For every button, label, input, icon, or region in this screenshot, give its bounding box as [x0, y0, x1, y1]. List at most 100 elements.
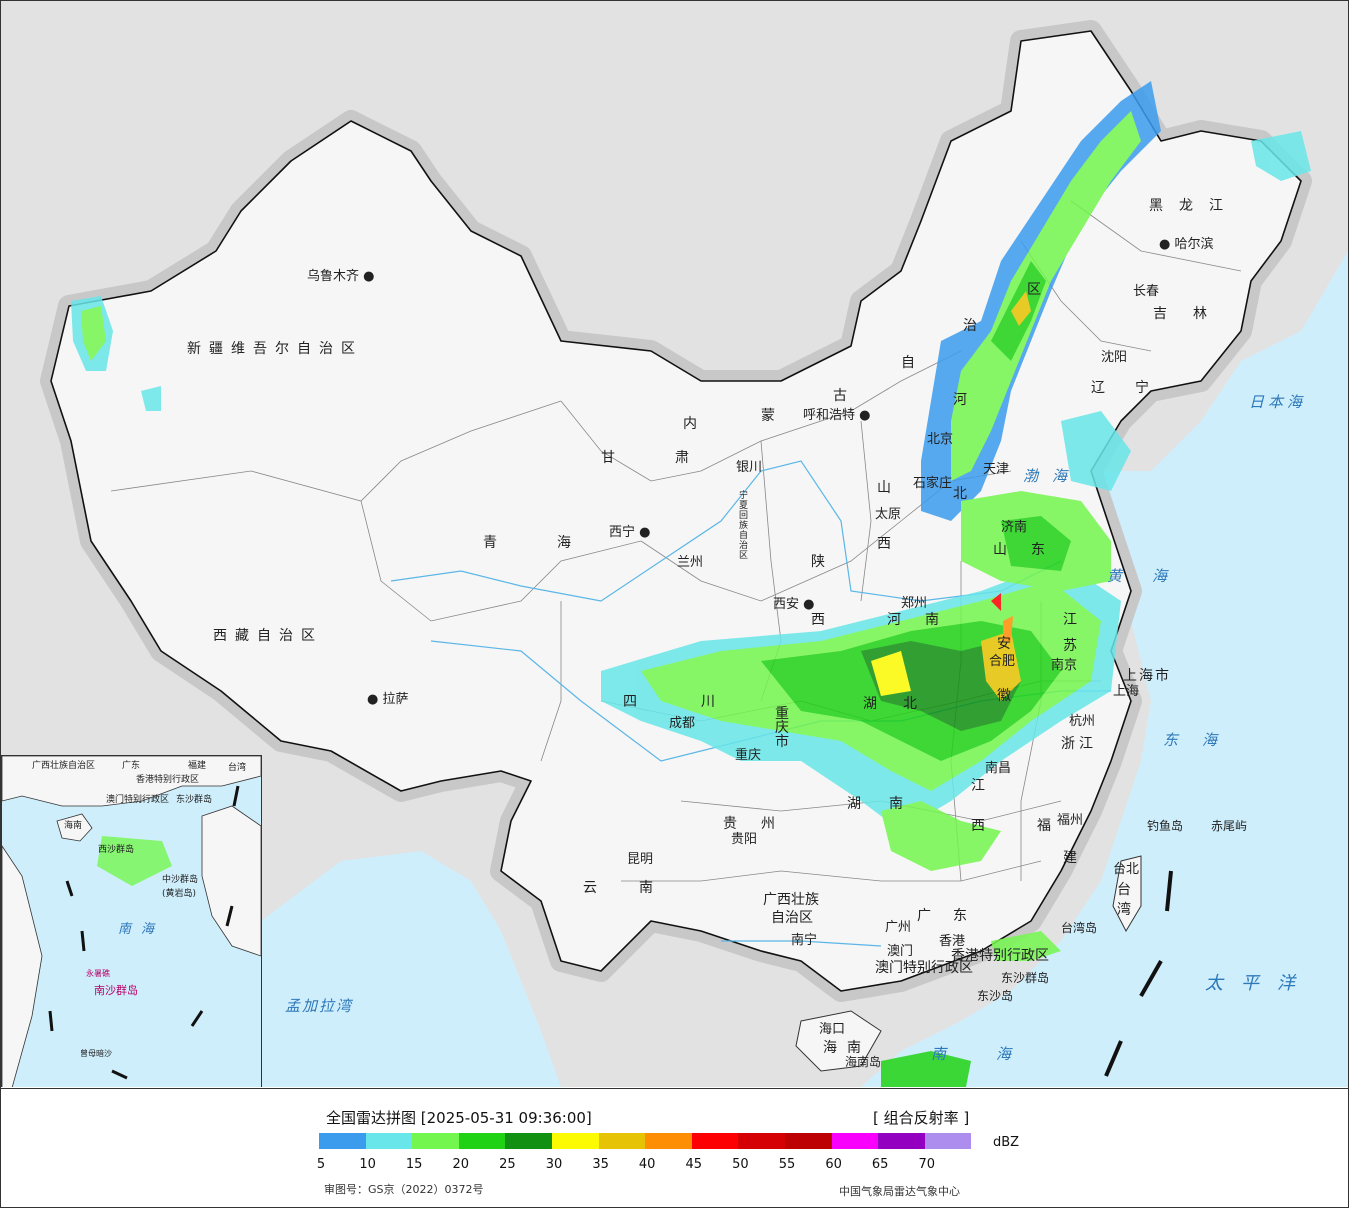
- province-guangxi-2: 自治区: [771, 910, 813, 926]
- bay-of-bengal: [261, 851, 561, 1087]
- color-swatch: [738, 1133, 785, 1149]
- city-beijing: 北京: [927, 432, 954, 447]
- province-hubei-2: 北: [903, 696, 925, 712]
- province-anhui-2: 徽: [997, 688, 1019, 704]
- province-heilongjiang: 黑龙江: [1149, 198, 1239, 214]
- color-scale-tick-label: 20: [452, 1157, 470, 1172]
- city-nanchang: 南昌: [985, 761, 1012, 776]
- city-xining: 西宁 ●: [609, 525, 651, 540]
- color-scale-tick-label: 65: [871, 1157, 889, 1172]
- province-fujian-1: 福: [1037, 818, 1059, 834]
- color-swatch: [645, 1133, 692, 1149]
- province-guangxi-1: 广西壮族: [763, 892, 819, 908]
- city-shanghai: 上海: [1113, 684, 1140, 699]
- sea-japan: 日本海: [1249, 393, 1307, 411]
- inset-hainan: 海南: [64, 821, 83, 831]
- island-hainan: 海南岛: [845, 1055, 882, 1069]
- legend-title: 全国雷达拼图 [2025-05-31 09:36:00]: [326, 1109, 592, 1127]
- province-shandong-2: 东: [1031, 542, 1053, 558]
- color-scale-tick-label: 10: [359, 1157, 376, 1172]
- city-changchun: 长春: [1133, 284, 1160, 299]
- inset-huangyan: (黄岩岛): [162, 889, 197, 899]
- inset-nansha: 南沙群岛: [94, 984, 138, 997]
- city-shijiazhuang: 石家庄: [913, 476, 953, 491]
- city-fuzhou: 福州: [1057, 813, 1084, 828]
- hainan-island: [795, 1010, 882, 1072]
- inset-zengmu: 曾母暗沙: [80, 1049, 112, 1058]
- color-swatch: [551, 1133, 599, 1149]
- south-china-sea-inset: 广西壮族自治区 广东 福建 台湾 香港特别行政区 澳门特别行政区 东沙群岛 海南…: [1, 755, 262, 1087]
- province-macau-sar: 澳门特别行政区: [875, 960, 973, 976]
- color-swatch: [924, 1133, 972, 1149]
- city-yinchuan: 银川: [736, 460, 763, 475]
- color-scale-tick-label: 30: [545, 1157, 563, 1172]
- city-hangzhou: 杭州: [1069, 714, 1096, 729]
- province-liaoning: 辽宁: [1091, 380, 1179, 396]
- province-sichuan-1: 四: [623, 694, 645, 710]
- sea-bengal: 孟加拉湾: [285, 997, 354, 1015]
- color-scale-tick-label: 40: [638, 1157, 656, 1172]
- color-scale-ticks: 5 10 15 20 25 30 35 40 45 50 55 60 65 70: [316, 1157, 979, 1173]
- city-urumqi: 乌鲁木齐 ●: [307, 269, 375, 284]
- province-shaanxi-1: 陕: [811, 554, 833, 570]
- province-taiwan-1: 台: [1117, 882, 1139, 898]
- color-swatch: [412, 1133, 459, 1149]
- color-scale-bar: [319, 1133, 972, 1149]
- color-scale-tick-label: 50: [732, 1157, 749, 1172]
- island-dongsha: 东沙岛: [977, 989, 1014, 1003]
- city-lhasa: ● 拉萨: [367, 692, 409, 707]
- inset-macau: 澳门特别行政区: [106, 795, 170, 805]
- province-hk-sar: 香港特别行政区: [951, 948, 1049, 964]
- province-hunan-2: 南: [889, 796, 911, 812]
- map-drawing: [40, 20, 1348, 1087]
- city-hefei: 合肥: [989, 654, 1016, 669]
- province-jiangxi-2: 西: [971, 818, 993, 834]
- province-hainan: 海南: [823, 1040, 871, 1056]
- province-ningxia: 宁夏回族自治区: [739, 491, 749, 561]
- city-hongkong: 香港: [939, 934, 966, 949]
- inset-taiwan: 台湾: [228, 763, 247, 773]
- city-guangzhou: 广州: [885, 920, 912, 935]
- province-qinghai: 青海: [483, 535, 631, 551]
- city-shenyang: 沈阳: [1101, 350, 1128, 365]
- color-scale-tick-label: 5: [316, 1157, 326, 1172]
- province-fujian-2: 建: [1063, 850, 1085, 866]
- province-neimenggu-2: 蒙: [761, 408, 783, 424]
- city-guiyang: 贵阳: [731, 832, 758, 847]
- city-chengdu: 成都: [669, 716, 696, 731]
- color-scale-tick-label: 15: [405, 1157, 423, 1172]
- province-shanghai: 上海市: [1123, 668, 1171, 684]
- color-swatch: [831, 1133, 879, 1149]
- province-guizhou: 贵州: [723, 816, 799, 832]
- color-scale-tick-label: 25: [499, 1157, 516, 1172]
- province-shandong-1: 山: [993, 542, 1015, 558]
- color-swatch: [598, 1133, 646, 1149]
- city-hohhot: 呼和浩特 ●: [803, 408, 871, 423]
- province-neimenggu-4: 自: [901, 355, 923, 371]
- inset-drawing: [2, 756, 261, 1087]
- legend-panel: 全国雷达拼图 [2025-05-31 09:36:00] [ 组合反射率 ] 5…: [1, 1088, 1348, 1207]
- province-neimenggu-5: 治: [963, 318, 985, 334]
- inset-south-sea: 南海: [118, 922, 165, 937]
- city-jinan: 济南: [1001, 520, 1028, 535]
- color-swatch: [458, 1133, 506, 1149]
- color-swatch: [878, 1133, 925, 1149]
- province-xinjiang: 新疆维吾尔自治区: [187, 341, 363, 357]
- color-scale-tick-label: 70: [918, 1157, 936, 1172]
- province-henan-2: 南: [925, 612, 947, 628]
- province-taiwan-2: 湾: [1117, 902, 1139, 918]
- inset-yongshu: 永暑礁: [86, 969, 110, 978]
- color-swatch: [784, 1133, 832, 1149]
- province-gansu: 甘肃: [601, 450, 749, 466]
- city-xian: 西安 ●: [773, 597, 815, 612]
- province-anhui-1: 安: [997, 636, 1019, 652]
- city-lanzhou: 兰州: [677, 555, 704, 570]
- pacific-ocean: [861, 251, 1348, 1087]
- city-taipei: 台北: [1113, 862, 1140, 877]
- province-jiangsu-1: 江: [1063, 612, 1085, 628]
- province-shanxi-2: 西: [877, 536, 899, 552]
- province-jiangsu-2: 苏: [1063, 638, 1085, 654]
- island-taiwan: 台湾岛: [1061, 921, 1098, 935]
- province-neimenggu-3: 古: [833, 388, 855, 404]
- city-tianjin: 天津: [983, 462, 1010, 477]
